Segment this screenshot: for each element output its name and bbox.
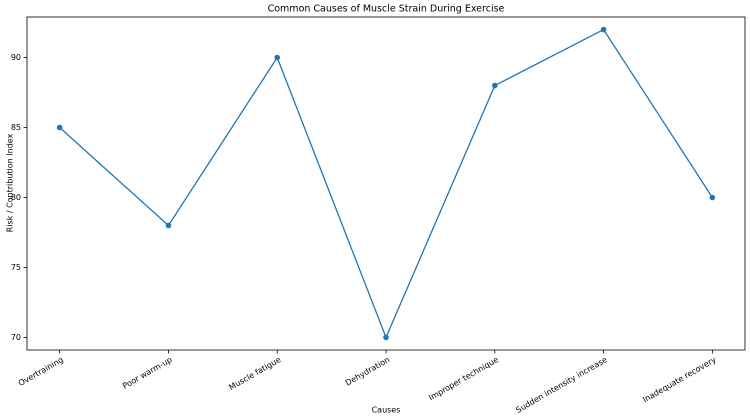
data-point <box>165 222 172 229</box>
y-tick-label: 70 <box>11 333 21 342</box>
data-point <box>274 54 281 61</box>
chart-title: Common Causes of Muscle Strain During Ex… <box>268 4 505 15</box>
data-point <box>491 82 498 89</box>
x-axis-label: Causes <box>372 406 401 415</box>
y-tick-label: 90 <box>11 53 21 62</box>
y-tick-label: 75 <box>11 263 21 272</box>
data-point <box>56 124 63 131</box>
data-point <box>709 194 716 201</box>
y-tick-label: 80 <box>11 193 21 202</box>
y-axis-label: Risk / Contribution Index <box>6 133 15 232</box>
data-point <box>600 26 607 33</box>
y-tick-label: 85 <box>11 123 21 132</box>
data-point <box>383 334 389 341</box>
